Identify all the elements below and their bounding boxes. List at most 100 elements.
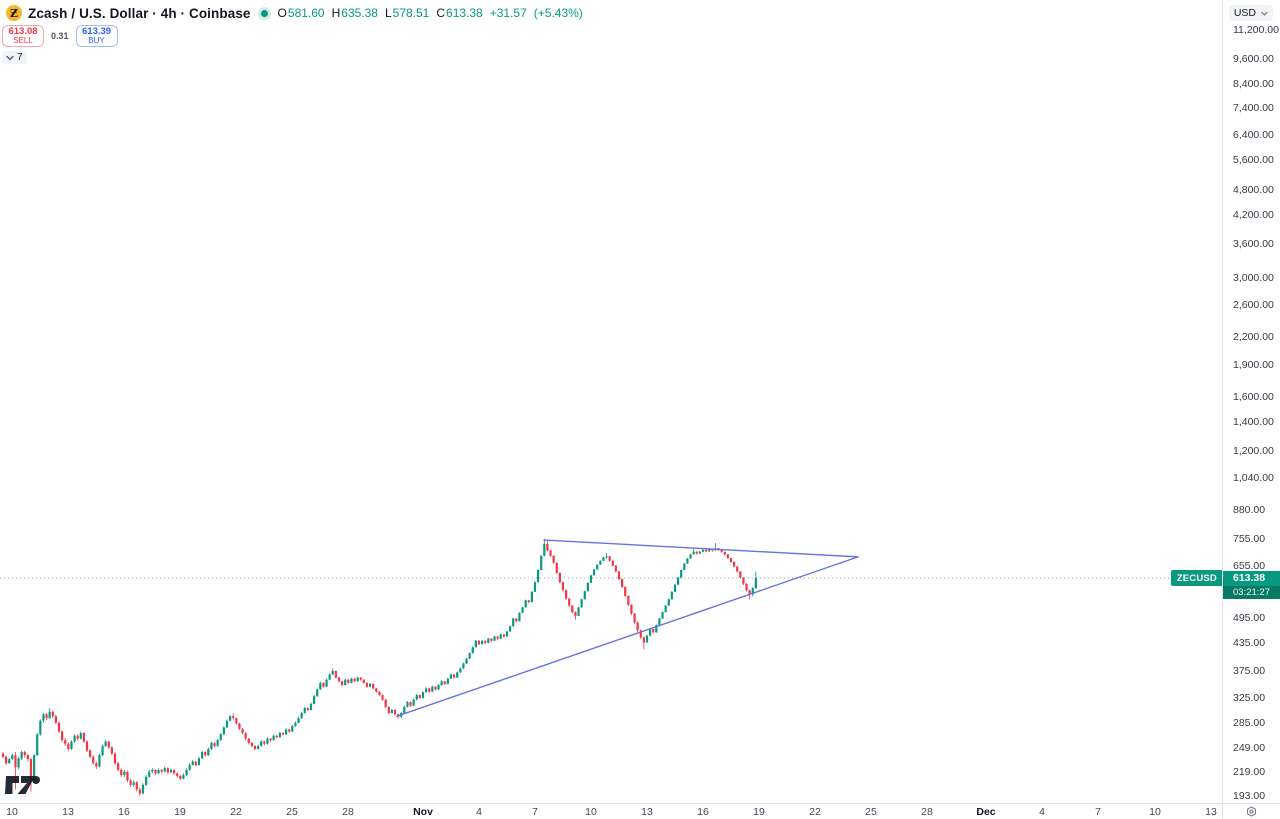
candle-body xyxy=(316,689,319,697)
candle-body xyxy=(639,630,642,638)
market-status-dot xyxy=(260,9,268,17)
currency-label: USD xyxy=(1233,7,1256,19)
symbol-title[interactable]: Zcash / U.S. Dollar · 4h · Coinbase xyxy=(28,5,251,21)
candle-body xyxy=(201,752,204,759)
candle-body xyxy=(222,727,225,735)
candle-body xyxy=(42,714,45,721)
candle-body xyxy=(17,758,20,768)
sell-button[interactable]: 613.08 SELL xyxy=(2,25,44,47)
time-tick-label: 4 xyxy=(1039,805,1045,818)
candle-body xyxy=(169,769,173,773)
time-scale[interactable]: 10 13 16 19 22 25 28 Nov 4 7 10 13 16 19 22 25 28 Dec 4 7 10… xyxy=(0,803,1222,819)
time-tick-label: 28 xyxy=(921,805,933,818)
time-tick-label: 10 xyxy=(6,805,18,818)
candle-body xyxy=(163,768,166,772)
candle-body xyxy=(652,629,655,633)
candle-body xyxy=(154,769,157,774)
candle-body xyxy=(294,722,297,727)
price-tick-label: 6,400.00 xyxy=(1233,129,1274,142)
time-tick-label: 7 xyxy=(532,805,538,818)
candle-body xyxy=(334,670,337,678)
open-value: 581.60 xyxy=(287,6,325,20)
price-scale[interactable]: USD 613.38 03:21:27 11,200.00 9,600.00 8,4… xyxy=(1222,0,1280,803)
candle-body xyxy=(95,763,98,767)
candle-body xyxy=(85,741,89,751)
candle-body xyxy=(241,728,244,733)
candle-body xyxy=(225,720,229,728)
candle-body xyxy=(263,741,266,744)
candle-body xyxy=(269,738,272,741)
price-tick-label: 4,200.00 xyxy=(1233,208,1274,221)
candle-body xyxy=(487,638,490,643)
buy-button[interactable]: 613.39 BUY xyxy=(75,25,118,47)
time-tick-label: 19 xyxy=(753,805,765,818)
candle-body xyxy=(449,674,453,679)
candle-body xyxy=(437,685,440,690)
candle-body xyxy=(387,706,390,714)
change-percent: (+5.43%) xyxy=(533,6,583,20)
candle-body xyxy=(642,637,645,643)
candle-body xyxy=(695,551,698,554)
candle-body xyxy=(14,755,17,768)
candle-body xyxy=(64,740,67,744)
candle-body xyxy=(375,688,378,692)
candle-body xyxy=(456,672,459,678)
candle-body xyxy=(415,695,418,700)
candle-body xyxy=(434,686,437,690)
triangle-upper[interactable] xyxy=(543,539,859,558)
candle-body xyxy=(571,605,574,613)
candle-body xyxy=(443,681,446,684)
candle-body xyxy=(564,590,568,599)
candle-body xyxy=(490,638,493,641)
candle-body xyxy=(151,769,154,772)
candle-body xyxy=(216,740,219,746)
candle-body xyxy=(499,634,502,639)
time-tick-label: 13 xyxy=(62,805,74,818)
scale-settings-corner xyxy=(1222,803,1280,819)
candle-body xyxy=(676,577,680,585)
candle-body xyxy=(561,582,565,591)
candle-body xyxy=(664,605,667,613)
price-scale-settings-icon[interactable] xyxy=(1246,806,1257,817)
candle-body xyxy=(288,729,291,732)
candle-body xyxy=(210,742,213,749)
candle-body xyxy=(166,768,169,773)
candle-body xyxy=(126,771,129,781)
currency-unit-button[interactable]: USD xyxy=(1228,5,1273,21)
triangle-lower[interactable] xyxy=(396,556,859,717)
objects-tree-toggle[interactable]: 7 xyxy=(2,51,27,64)
candle-body xyxy=(303,708,306,714)
candle-body xyxy=(45,714,48,719)
price-tick-label: 7,400.00 xyxy=(1233,101,1274,114)
candle-body xyxy=(229,716,232,721)
zcash-logo-icon: Ƶ xyxy=(6,5,22,21)
candle-body xyxy=(484,640,487,643)
candle-body xyxy=(412,699,415,706)
candle-body xyxy=(648,629,652,636)
candle-body xyxy=(117,763,120,770)
close-label: C xyxy=(436,6,446,20)
candle-body xyxy=(238,723,241,729)
candle-body xyxy=(340,681,344,686)
tradingview-logo[interactable] xyxy=(5,774,45,796)
candle-body xyxy=(736,566,739,572)
time-tick-label: 10 xyxy=(1149,805,1161,818)
candle-body xyxy=(319,682,322,690)
change-value: +31.57 xyxy=(489,6,527,20)
candle-body xyxy=(8,759,11,764)
candle-body xyxy=(720,549,723,552)
candle-body xyxy=(157,769,160,774)
candle-body xyxy=(549,550,552,556)
candle-body xyxy=(79,732,82,739)
candle-body xyxy=(145,776,148,785)
candle-body xyxy=(739,571,742,578)
candlestick-chart[interactable] xyxy=(0,0,1222,803)
candle-body xyxy=(611,560,614,566)
candle-body xyxy=(518,612,521,622)
candle-body xyxy=(689,554,692,559)
candle-body xyxy=(281,732,285,735)
candle-body xyxy=(552,555,555,563)
candle-body xyxy=(353,678,356,682)
